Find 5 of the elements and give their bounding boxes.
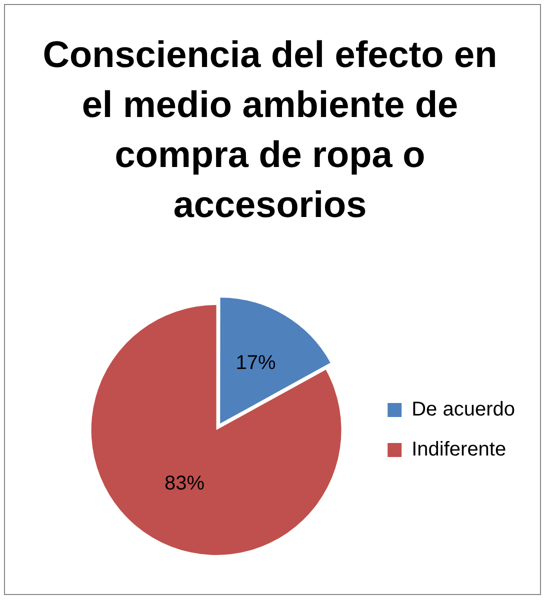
legend-label: De acuerdo — [412, 398, 516, 421]
data-label: 17% — [236, 352, 276, 374]
legend-label: Indiferente — [412, 438, 506, 461]
data-label: 83% — [164, 472, 205, 494]
chart-title: Consciencia del efecto en el medio ambiente de compra de ropa o accesorios — [42, 33, 498, 227]
